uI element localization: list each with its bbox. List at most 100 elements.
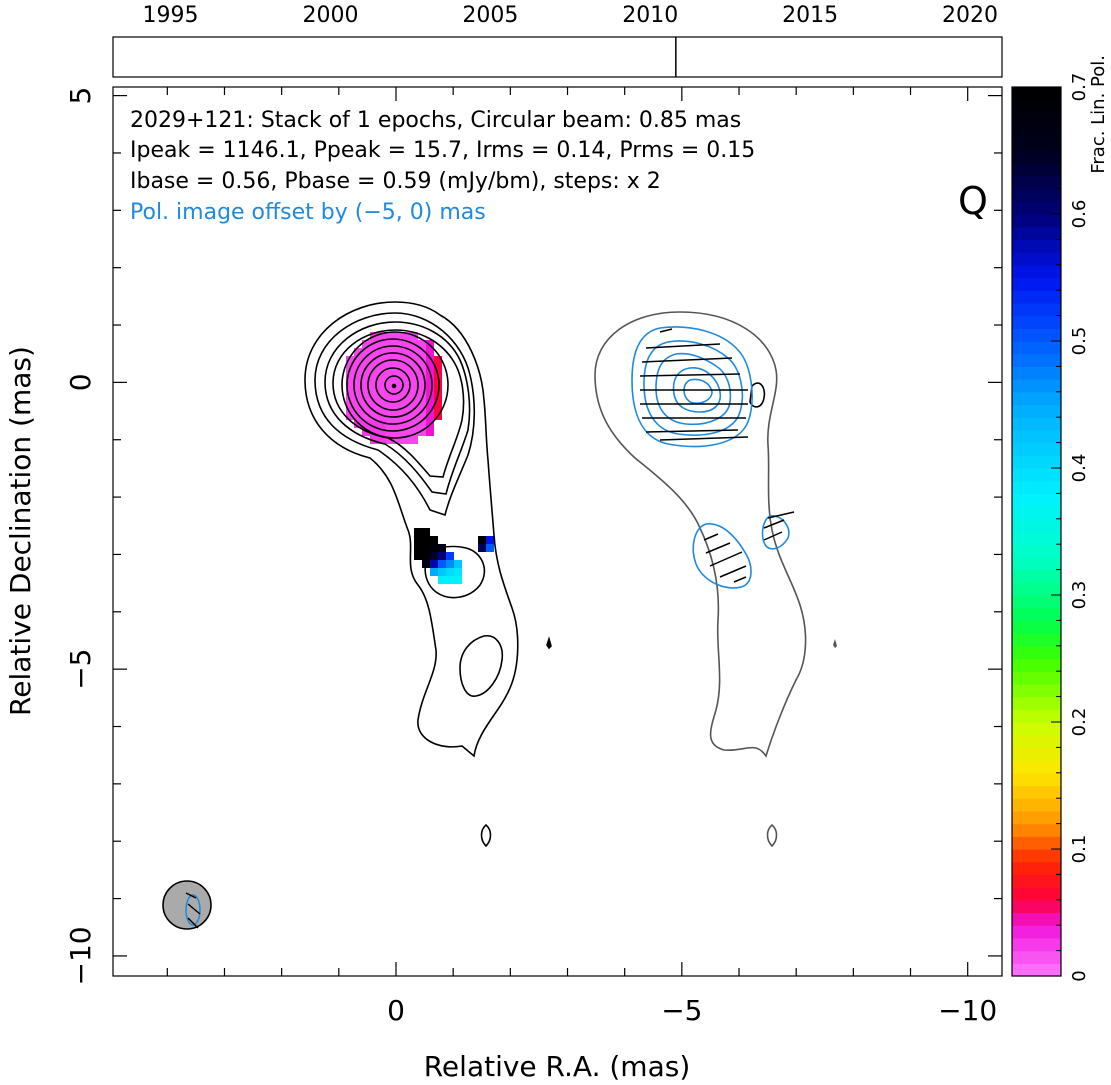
colorbar-band	[1012, 493, 1061, 507]
colorbar-band	[1012, 747, 1061, 761]
intensity-contour-jet-loop	[459, 635, 504, 697]
stokes-label: Q	[958, 179, 988, 223]
fracpol-pixel	[410, 412, 418, 420]
fracpol-pixel	[422, 552, 430, 560]
fracpol-pixel	[430, 552, 438, 560]
colorbar-band	[1012, 671, 1061, 685]
fracpol-pixel	[414, 528, 422, 536]
plot-frame	[112, 86, 1003, 977]
pol-contour-5	[683, 378, 713, 405]
fracpol-pixel	[386, 380, 394, 388]
fracpol-pixel	[386, 332, 394, 340]
timeline-tick-label: 2000	[302, 3, 358, 28]
fracpol-pixel	[402, 404, 410, 412]
colorbar-band	[1012, 798, 1061, 812]
colorbar-tick-label: 0.3	[1069, 581, 1090, 610]
fracpol-pixel	[426, 348, 434, 356]
fracpol-pixel	[362, 404, 370, 412]
colorbar-band	[1012, 163, 1061, 177]
fracpol-pixel	[426, 356, 434, 364]
colorbar-band	[1012, 137, 1061, 152]
fracpol-pixel	[426, 428, 434, 436]
fracpol-pixel	[434, 404, 442, 412]
fracpol-pixel	[378, 348, 386, 356]
evpa-vectors	[639, 328, 795, 583]
fracpol-pixel	[410, 388, 418, 396]
fracpol-pixel	[426, 380, 434, 388]
fracpol-pixel	[386, 396, 394, 404]
colorbar-band	[1012, 823, 1061, 837]
fracpol-pixel	[362, 412, 370, 420]
fracpol-pixel	[370, 388, 378, 396]
pol-contour-outer	[631, 326, 753, 448]
colorbar-tick-label: 0.1	[1069, 835, 1090, 864]
fracpol-pixel	[378, 340, 386, 348]
fracpol-pixel	[410, 420, 418, 428]
y-tick-labels: 5 0 −5 −10	[64, 87, 97, 986]
fracpol-pixel	[370, 412, 378, 420]
y-tick-label: 5	[64, 87, 97, 105]
fracpol-pixel	[426, 372, 434, 380]
intensity-contour-speck	[546, 636, 552, 650]
timeline-frame	[112, 36, 1003, 78]
intensity-contour-6	[346, 338, 440, 432]
colorbar-band	[1012, 366, 1061, 380]
colorbar-band	[1012, 937, 1061, 952]
colorbar-band	[1012, 417, 1061, 431]
offset-intensity-speck	[833, 639, 837, 648]
colorbar-band	[1012, 429, 1061, 444]
fracpol-pixel	[394, 404, 402, 412]
colorbar-tick-label: 0.6	[1069, 200, 1090, 229]
fracpol-pixel	[478, 536, 486, 544]
pol-contour-4	[672, 367, 722, 413]
colorbar-band	[1012, 442, 1061, 456]
fracpol-pixel	[410, 396, 418, 404]
fracpol-pixel	[418, 372, 426, 380]
fracpol-pixel	[402, 396, 410, 404]
image-panel: 0 −5 −10 5 0 −5 −10 Relative R.A. (mas) Relat…	[4, 86, 1003, 1083]
fracpol-pixel	[402, 364, 410, 372]
fracpol-pixel	[346, 380, 354, 388]
colorbar-band	[1012, 683, 1061, 698]
colorbar-band	[1012, 950, 1061, 964]
colorbar-tick-label: 0.5	[1069, 327, 1090, 356]
fracpol-pixel	[394, 436, 402, 444]
fracpol-pixel	[386, 428, 394, 436]
colorbar-band	[1012, 633, 1061, 647]
colorbar-band	[1012, 264, 1061, 279]
fracpol-pixel	[370, 420, 378, 428]
colorbar-band	[1012, 391, 1061, 406]
colorbar-band	[1012, 696, 1061, 710]
fracpol-pixel	[454, 560, 462, 568]
colorbar-tick-labels: 0 0.1 0.2 0.3 0.4 0.5 0.6 0.7	[1069, 73, 1090, 982]
fracpol-pixel	[370, 428, 378, 436]
colorbar-band	[1012, 709, 1061, 723]
colorbar-tick-label: 0.7	[1069, 73, 1090, 102]
fracpol-pixel	[418, 412, 426, 420]
fracpol-pixel	[418, 364, 426, 372]
colorbar-band	[1012, 556, 1061, 571]
colorbar-tick-label: 0.4	[1069, 454, 1090, 483]
fracpol-pixel	[394, 348, 402, 356]
fracpol-pixel	[446, 568, 454, 576]
y-tick-label: −10	[64, 926, 97, 985]
fracpol-pixel	[422, 528, 430, 536]
fracpol-pixel	[394, 388, 402, 396]
fracpol-pixel	[378, 364, 386, 372]
fracpol-pixel	[354, 348, 362, 356]
x-tick-labels: 0 −5 −10	[387, 994, 997, 1027]
fracpol-pixel	[362, 372, 370, 380]
pol-contour-knot-left	[692, 523, 752, 589]
fracpol-pixel	[362, 380, 370, 388]
colorbar-band	[1012, 379, 1061, 393]
fracpol-pixel	[362, 396, 370, 404]
colorbar-band	[1012, 861, 1061, 875]
colorbar-band	[1012, 772, 1061, 787]
colorbar-band	[1012, 302, 1061, 317]
pol-contour-3	[655, 352, 732, 426]
x-tick-label: −5	[661, 994, 702, 1027]
colorbar-band	[1012, 899, 1061, 914]
fracpol-pixel	[434, 356, 442, 364]
fracpol-pixel	[370, 396, 378, 404]
